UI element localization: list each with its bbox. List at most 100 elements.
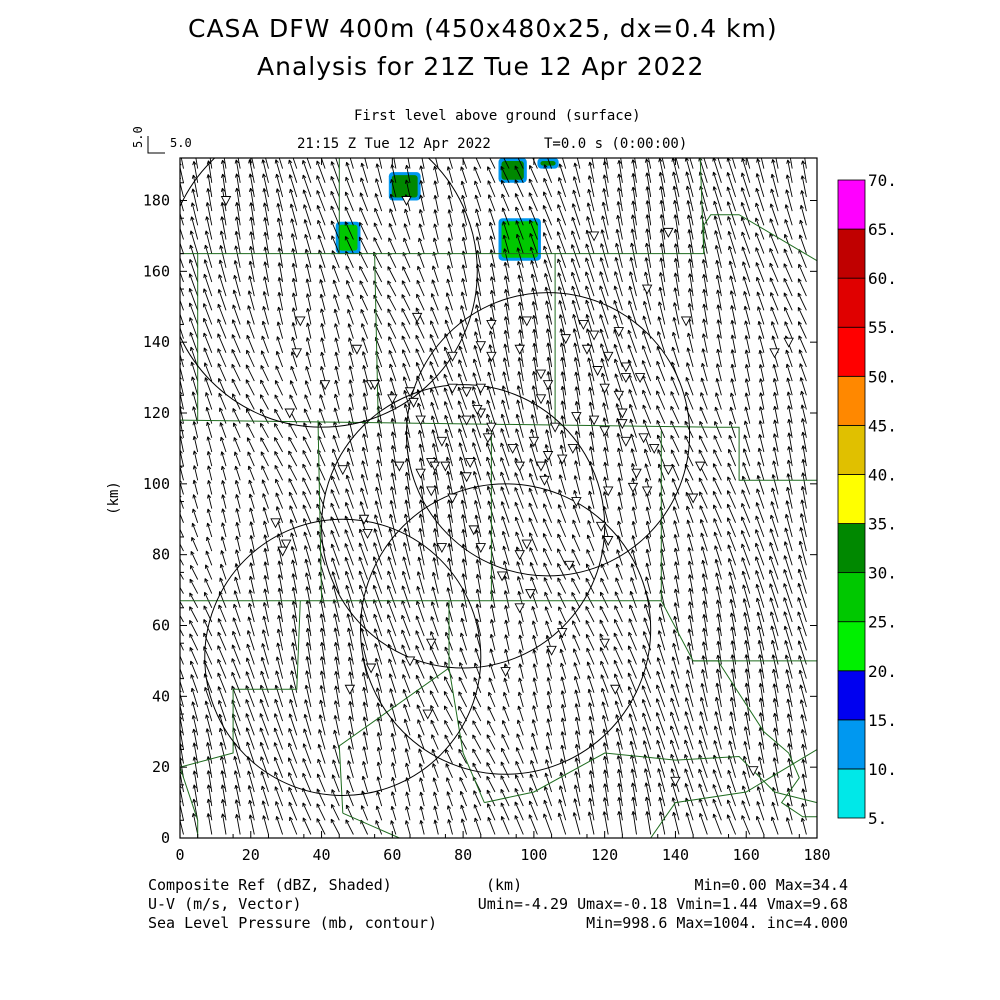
station-marker [588, 231, 600, 242]
station-marker [648, 443, 660, 454]
station-marker [319, 380, 331, 391]
station-marker [581, 344, 593, 355]
station-marker [394, 461, 405, 472]
colorbar-swatch [837, 474, 866, 524]
colorbar-swatch [837, 670, 866, 721]
county-line [342, 812, 400, 838]
colorbar-swatch [837, 768, 866, 819]
station-marker [535, 394, 547, 405]
vector-scale-label: 5.0 [131, 126, 145, 148]
county-line [484, 752, 817, 804]
station-marker [514, 344, 525, 355]
range-ring [405, 292, 691, 577]
time-label: 21:15 Z Tue 12 Apr 2022 [297, 136, 491, 152]
colorbar-label: 40. [868, 465, 897, 484]
axes: 0 20 40 60 80 100 120 140 160 180 0 20 40 60 80 100 120 1… [143, 158, 831, 864]
station-marker [404, 656, 416, 667]
range-ring [359, 483, 652, 775]
colorbar-label: 25. [868, 613, 897, 632]
station-marker [436, 436, 448, 447]
station-marker [602, 486, 614, 497]
station-marker [535, 369, 547, 380]
station-marker [556, 454, 568, 465]
colorbar-swatch [837, 621, 866, 672]
station-marker [461, 472, 472, 483]
station-marker [613, 327, 625, 338]
station-marker [440, 461, 451, 472]
wind-vectors [180, 158, 807, 835]
station-marker [351, 344, 363, 355]
station-marker [468, 525, 479, 536]
station-marker [549, 422, 561, 433]
colorbar-label: 60. [868, 269, 897, 288]
station-marker [408, 397, 419, 408]
colorbar-label: 5. [868, 809, 887, 828]
chart-subtitle: Analysis for 21Z Tue 12 Apr 2022 [257, 52, 705, 81]
station-marker [617, 408, 628, 419]
station-marker [599, 638, 610, 649]
station-marker [277, 546, 288, 557]
station-marker [486, 351, 497, 362]
station-marker [295, 316, 306, 327]
range-ring [180, 158, 478, 428]
station-marker [436, 543, 448, 554]
footer-field-wind: U-V (m/s, Vector) [148, 895, 302, 913]
station-marker [620, 373, 632, 384]
station-marker [447, 383, 458, 394]
county-line [650, 749, 817, 838]
echo-cell [501, 221, 538, 258]
station-marker [344, 684, 356, 695]
station-marker [588, 330, 600, 341]
county-line [317, 420, 323, 601]
chart-title: CASA DFW 400m (450x480x25, dx=0.4 km) [188, 14, 778, 43]
station-marker [475, 383, 487, 394]
station-marker [486, 320, 497, 330]
station-marker [447, 493, 458, 504]
x-tick-label: 0 [175, 846, 184, 864]
station-marker [486, 422, 497, 433]
station-marker [638, 433, 649, 444]
station-marker [461, 415, 472, 426]
station-marker [687, 493, 699, 504]
footer-stats-wind: Umin=-4.29 Umax=-0.18 Vmin=1.44 Vmax=9.6… [477, 895, 848, 913]
station-marker [663, 465, 674, 476]
station-marker [426, 638, 437, 649]
county-line [338, 600, 450, 814]
county-line [448, 667, 485, 803]
station-marker [571, 412, 582, 423]
station-marker [404, 387, 416, 398]
colorbar-swatch [837, 228, 866, 279]
station-marker [567, 443, 579, 454]
county-boundaries [180, 158, 817, 838]
station-marker [680, 316, 692, 327]
station-marker [496, 571, 508, 582]
station-marker [556, 628, 568, 639]
station-marker [769, 348, 780, 359]
station-marker [415, 468, 426, 479]
station-marker [599, 426, 610, 437]
station-marker [422, 709, 433, 720]
radar-range-rings [180, 158, 691, 796]
station-marker [387, 394, 398, 405]
station-marker [270, 518, 281, 529]
colorbar-swatch [837, 277, 866, 328]
station-marker [514, 550, 525, 561]
county-line [180, 419, 817, 481]
range-ring [204, 518, 482, 796]
y-tick-label: 20 [152, 758, 170, 776]
station-marker [599, 383, 610, 394]
colorbar-label: 10. [868, 760, 897, 779]
footer-unit: (km) [486, 876, 523, 894]
station-marker [472, 405, 483, 415]
station-marker [482, 433, 494, 444]
footer-field-pressure: Sea Level Pressure (mb, contour) [148, 914, 437, 932]
county-line [180, 600, 301, 768]
station-marker [337, 465, 349, 476]
station-marker [748, 766, 759, 777]
x-tick-label: 40 [313, 846, 331, 864]
x-tick-label: 80 [454, 846, 472, 864]
colorbar-label: 35. [868, 515, 897, 534]
station-marker [564, 560, 575, 571]
station-marker [617, 419, 628, 430]
